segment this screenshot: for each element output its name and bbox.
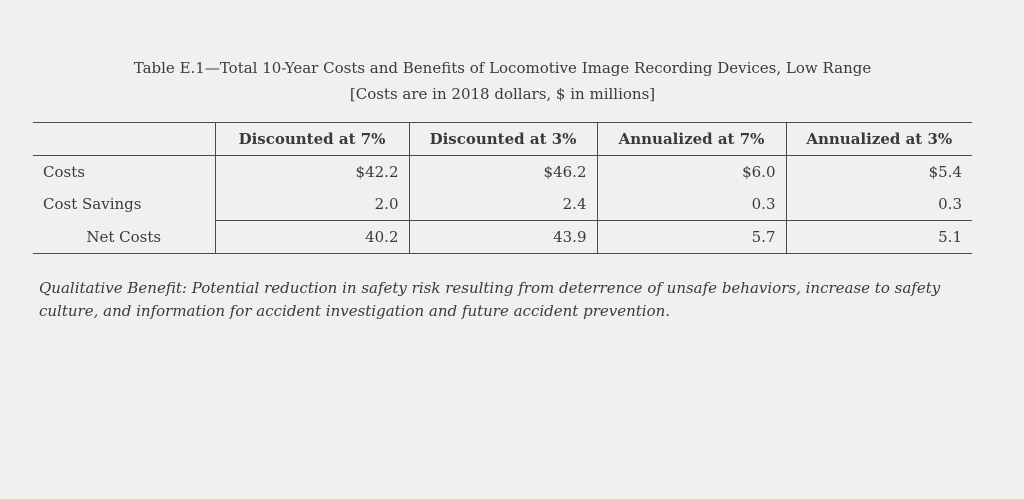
costs-benefits-table: Discounted at 7% Discounted at 3% Annual…: [33, 122, 972, 254]
table-cell: $6.0: [596, 155, 786, 188]
document-page: Table E.1—Total 10-Year Costs and Benefi…: [33, 58, 972, 323]
table-cell: 5.7: [596, 220, 786, 254]
row-label: Costs: [43, 163, 85, 181]
row-label: Net Costs: [33, 220, 215, 254]
table-cell: 43.9: [408, 220, 597, 254]
table-cell: 2.4: [408, 188, 597, 221]
header-annualized-7pct: Annualized at 7%: [596, 122, 786, 156]
header-discounted-3pct: Discounted at 3%: [408, 122, 597, 156]
table-cell: $5.4: [785, 155, 972, 188]
table-subtitle: [Costs are in 2018 dollars, $ in million…: [349, 85, 656, 103]
table-cell: 2.0: [214, 188, 409, 221]
qualitative-benefit-note: Qualitative Benefit: Potential reduction…: [39, 279, 941, 320]
table-cell: $46.2: [408, 155, 597, 188]
header-row-label-empty: [33, 122, 215, 156]
table-row-cost-savings: Cost Savings 2.0 2.4 0.3 0.3: [33, 188, 972, 221]
table-cell: 0.3: [596, 188, 786, 221]
row-label: Cost Savings: [43, 195, 142, 214]
table-header-row: Discounted at 7% Discounted at 3% Annual…: [33, 122, 972, 156]
table-cell: $42.2: [214, 155, 409, 188]
table-row-costs: Costs $42.2 $46.2 $6.0 $5.4: [33, 155, 972, 188]
table-cell: 40.2: [214, 220, 409, 254]
table-cell: 0.3: [785, 188, 972, 221]
header-annualized-3pct: Annualized at 3%: [785, 122, 972, 156]
header-discounted-7pct: Discounted at 7%: [214, 122, 409, 156]
table-title: Table E.1—Total 10-Year Costs and Benefi…: [133, 59, 872, 77]
table-row-net-costs: Net Costs 40.2 43.9 5.7 5.1: [33, 220, 972, 254]
table-cell: 5.1: [785, 220, 972, 254]
